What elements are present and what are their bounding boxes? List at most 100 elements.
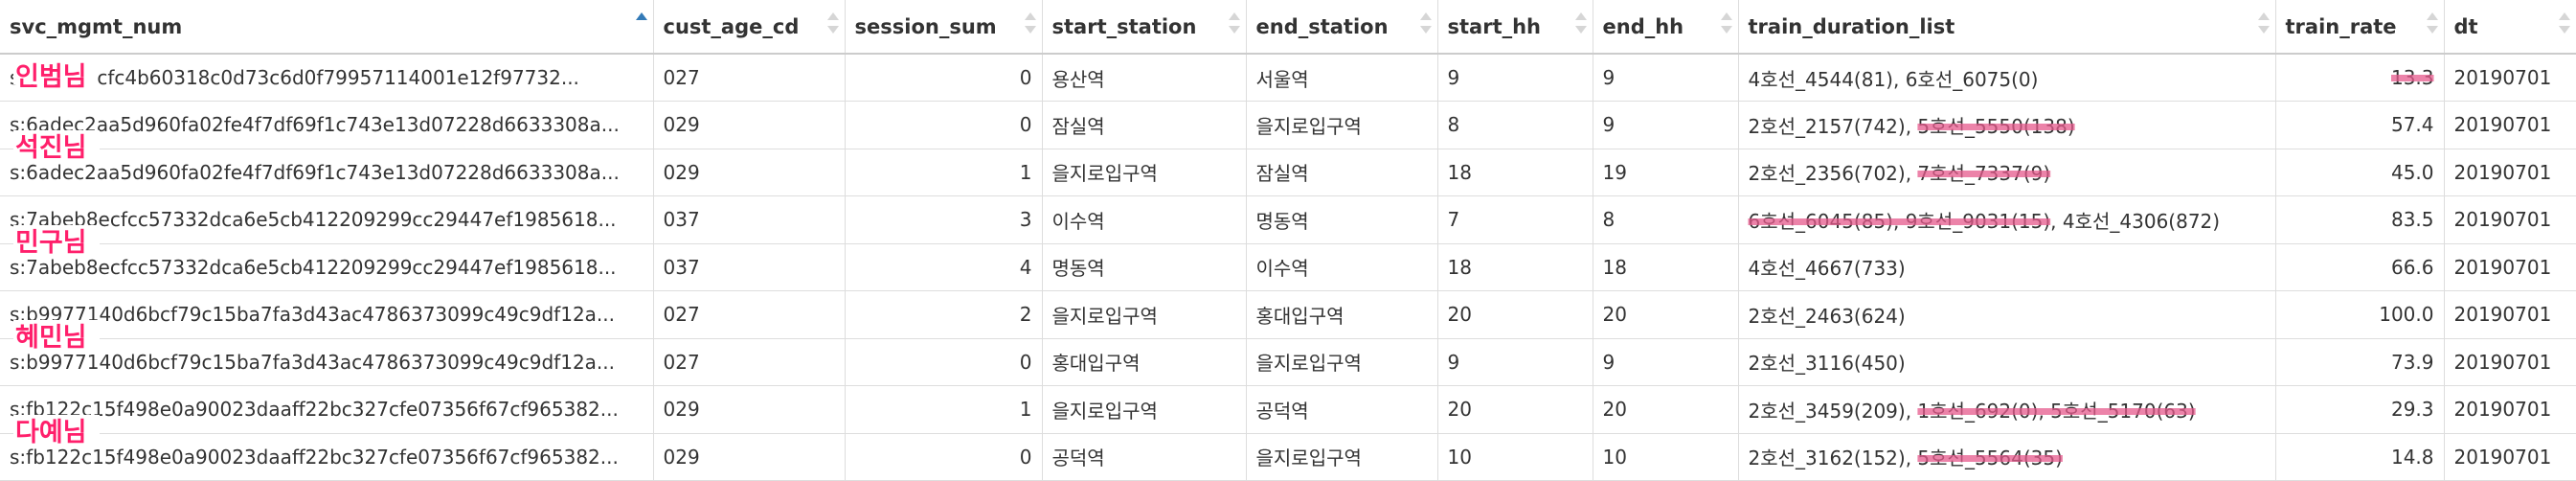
- cell-train-duration-list: 4호선_4667(733): [1738, 243, 2276, 291]
- cell-start-hh: 8: [1437, 101, 1593, 149]
- cell-start-hh: 9: [1437, 54, 1593, 102]
- cell-end-hh: 9: [1593, 101, 1739, 149]
- cell-train-rate: 57.4: [2275, 101, 2445, 149]
- sort-icon[interactable]: [2426, 12, 2438, 41]
- header-start-station[interactable]: start_station: [1042, 0, 1247, 55]
- cell-start-hh: 9: [1437, 338, 1593, 386]
- duration-segment: 2호선_2157(742),: [1748, 114, 1918, 138]
- cell-end-station: 을지로입구역: [1246, 338, 1438, 386]
- cell-cust-age-cd: 037: [653, 195, 846, 244]
- table-header: svc_mgmt_num cust_age_cd session_sum sta…: [0, 0, 2576, 55]
- cell-end-hh: 9: [1593, 54, 1739, 102]
- header-train-duration-list[interactable]: train_duration_list: [1738, 0, 2276, 55]
- column-label: session_sum: [854, 14, 997, 38]
- table-row[interactable]: s:7abeb8ecfcc57332dca6e5cb412209299cc294…: [0, 195, 2576, 244]
- cell-session-sum: 2: [845, 290, 1043, 339]
- sort-icon[interactable]: [2558, 12, 2570, 41]
- column-label: end_station: [1255, 14, 1389, 38]
- annotation-mask: [13, 129, 100, 155]
- sort-icon[interactable]: [826, 12, 839, 41]
- name-annotation: 석진님: [15, 132, 87, 163]
- cell-svc-mgmt-num: s:b9977140d6bcf79c15ba7fa3d43ac478637309…: [0, 338, 654, 386]
- struck-segment: 6호선_6045(85), 9호선_9031(15): [1748, 209, 2051, 233]
- table-row[interactable]: s:b9977140d6bcf79c15ba7fa3d43ac478637309…: [0, 290, 2576, 339]
- header-end-station[interactable]: end_station: [1246, 0, 1438, 55]
- column-label: svc_mgmt_num: [10, 14, 183, 38]
- sort-icon[interactable]: [1228, 12, 1240, 41]
- duration-segment: 2호선_3116(450): [1748, 352, 1906, 376]
- cell-dt: 20190701: [2444, 385, 2576, 434]
- train-rate-value: 57.4: [2390, 113, 2434, 137]
- cell-session-sum: 1: [845, 149, 1043, 196]
- cell-start-hh: 18: [1437, 149, 1593, 196]
- cell-start-hh: 18: [1437, 243, 1593, 291]
- header-start-hh[interactable]: start_hh: [1437, 0, 1593, 55]
- cell-end-station: 홍대입구역: [1246, 290, 1438, 339]
- header-session-sum[interactable]: session_sum: [845, 0, 1043, 55]
- train-rate-value: 83.5: [2390, 208, 2434, 232]
- struck-segment: 7호선_7337(9): [1917, 162, 2051, 186]
- cell-train-rate: 73.9: [2275, 338, 2445, 386]
- cell-train-duration-list: 2호선_2157(742), 5호선_5550(138): [1738, 101, 2276, 149]
- struck-segment: 5호선_5564(35): [1917, 447, 2063, 470]
- sort-icon[interactable]: [1419, 12, 1432, 41]
- sort-icon[interactable]: [1024, 12, 1036, 41]
- table-row[interactable]: s:7abeb8ecfcc57332dca6e5cb412209299cc294…: [0, 243, 2576, 291]
- cell-end-hh: 9: [1593, 338, 1739, 386]
- header-svc-mgmt-num[interactable]: svc_mgmt_num: [0, 0, 654, 55]
- cell-start-station: 명동역: [1042, 243, 1247, 291]
- cell-train-duration-list: 4호선_4544(81), 6호선_6075(0): [1738, 54, 2276, 102]
- train-rate-value: 13.3: [2390, 66, 2434, 89]
- cell-end-hh: 18: [1593, 243, 1739, 291]
- duration-segment: 2호선_2356(702),: [1748, 162, 1918, 186]
- cell-start-station: 공덕역: [1042, 433, 1247, 481]
- cell-svc-mgmt-num: s:b9977140d6bcf79c15ba7fa3d43ac478637309…: [0, 290, 654, 339]
- cell-end-hh: 10: [1593, 433, 1739, 481]
- table-row[interactable]: s:6adec2aa5d960fa02fe4f7df69f1c743e13d07…: [0, 101, 2576, 149]
- column-label: start_station: [1051, 14, 1197, 38]
- column-label: train_duration_list: [1748, 14, 1955, 38]
- cell-cust-age-cd: 037: [653, 243, 846, 291]
- table-row[interactable]: s:6bc4e1cfc4b60318c0d73c6d0f79957114001e…: [0, 54, 2576, 102]
- table-body: s:6bc4e1cfc4b60318c0d73c6d0f79957114001e…: [0, 54, 2576, 481]
- duration-segment: 4호선_4667(733): [1748, 257, 1906, 281]
- cell-cust-age-cd: 027: [653, 54, 846, 102]
- name-annotation: 인범님: [15, 62, 87, 92]
- cell-dt: 20190701: [2444, 149, 2576, 196]
- sort-asc-icon[interactable]: [635, 12, 647, 41]
- train-rate-value: 66.6: [2390, 255, 2434, 279]
- cell-svc-mgmt-num: s:fb122c15f498e0a90023daaff22bc327cfe073…: [0, 433, 654, 481]
- cell-end-station: 공덕역: [1246, 385, 1438, 434]
- header-row: svc_mgmt_num cust_age_cd session_sum sta…: [0, 0, 2576, 55]
- cell-start-station: 이수역: [1042, 195, 1247, 244]
- cell-dt: 20190701: [2444, 433, 2576, 481]
- table-row[interactable]: s:fb122c15f498e0a90023daaff22bc327cfe073…: [0, 433, 2576, 481]
- cell-train-duration-list: 6호선_6045(85), 9호선_9031(15), 4호선_4306(872…: [1738, 195, 2276, 244]
- header-dt[interactable]: dt: [2444, 0, 2576, 55]
- cell-dt: 20190701: [2444, 101, 2576, 149]
- cell-dt: 20190701: [2444, 338, 2576, 386]
- cell-start-station: 을지로입구역: [1042, 290, 1247, 339]
- sort-icon[interactable]: [1574, 12, 1587, 41]
- table-row[interactable]: s:6adec2aa5d960fa02fe4f7df69f1c743e13d07…: [0, 149, 2576, 196]
- cell-end-station: 을지로입구역: [1246, 101, 1438, 149]
- header-cust-age-cd[interactable]: cust_age_cd: [653, 0, 846, 55]
- name-annotation: 다예님: [15, 417, 87, 447]
- header-end-hh[interactable]: end_hh: [1593, 0, 1739, 55]
- cell-dt: 20190701: [2444, 290, 2576, 339]
- cell-session-sum: 0: [845, 54, 1043, 102]
- header-train-rate[interactable]: train_rate: [2275, 0, 2445, 55]
- sort-icon[interactable]: [2257, 12, 2270, 41]
- table-row[interactable]: s:fb122c15f498e0a90023daaff22bc327cfe073…: [0, 385, 2576, 434]
- train-rate-value: 100.0: [2379, 303, 2434, 327]
- cell-train-rate: 100.0: [2275, 290, 2445, 339]
- duration-segment: 2호선_2463(624): [1748, 304, 1906, 328]
- table-row[interactable]: s:b9977140d6bcf79c15ba7fa3d43ac478637309…: [0, 338, 2576, 386]
- cell-end-hh: 20: [1593, 290, 1739, 339]
- sort-icon[interactable]: [1720, 12, 1732, 41]
- cell-end-hh: 8: [1593, 195, 1739, 244]
- cell-session-sum: 3: [845, 195, 1043, 244]
- cell-start-station: 홍대입구역: [1042, 338, 1247, 386]
- cell-start-station: 을지로입구역: [1042, 149, 1247, 196]
